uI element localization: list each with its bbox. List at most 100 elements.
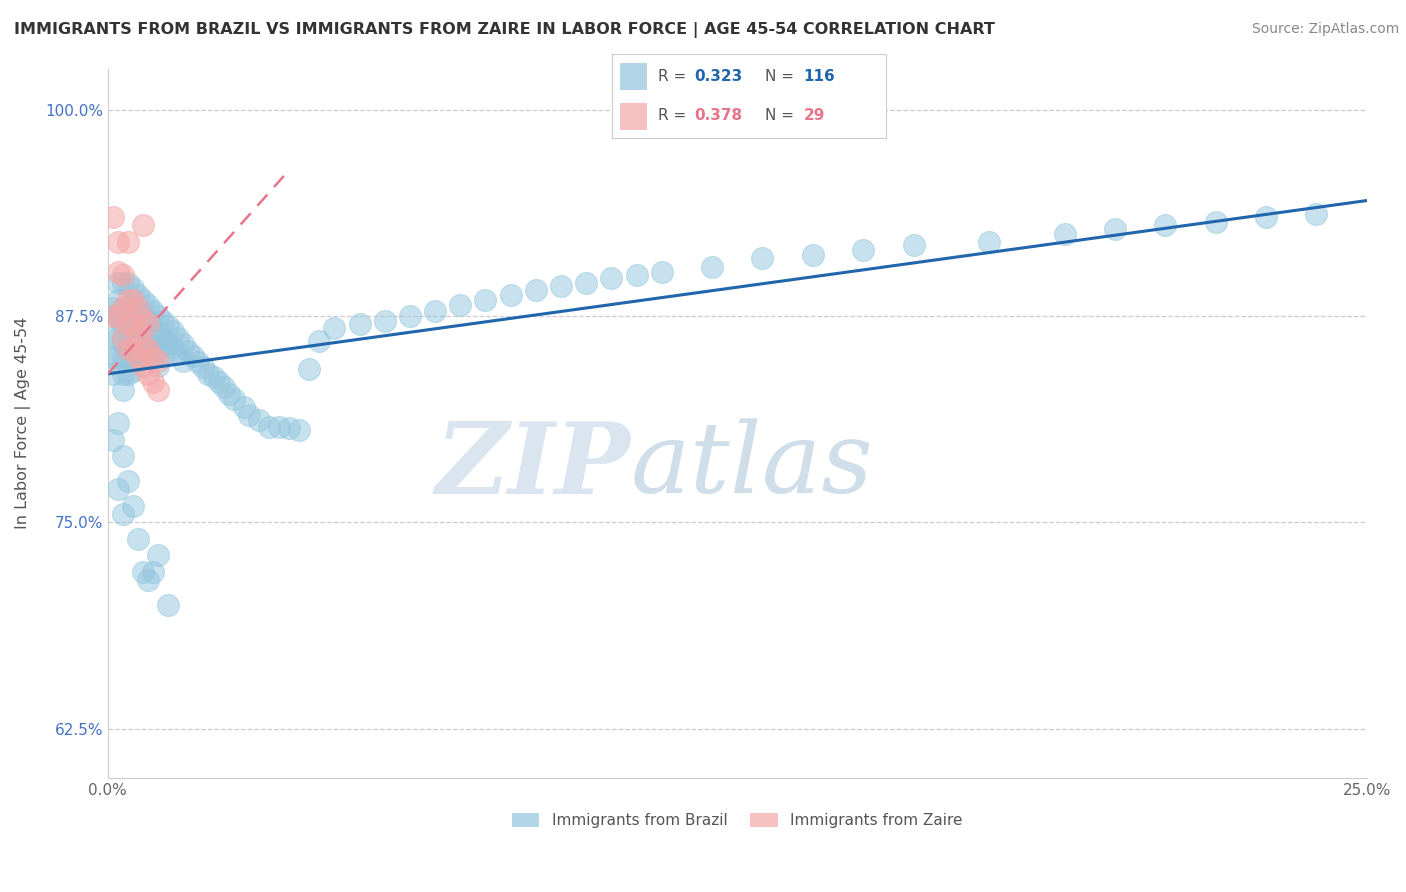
Point [111, 276, 134, 290]
Point [136, 314, 159, 328]
Point [142, 375, 165, 389]
Text: atlas: atlas [630, 418, 873, 514]
Point [117, 301, 139, 315]
Point [172, 353, 194, 368]
Point [172, 337, 194, 351]
Point [222, 392, 245, 406]
Point [117, 367, 139, 381]
Point [122, 293, 145, 307]
Point [117, 474, 139, 488]
Point [132, 293, 155, 307]
Point [157, 318, 180, 333]
Point [111, 301, 134, 315]
Point [152, 347, 174, 361]
Point [399, 309, 422, 323]
Point [107, 293, 129, 307]
Point [122, 281, 145, 295]
Point [122, 499, 145, 513]
Point [122, 342, 145, 356]
Point [127, 301, 149, 315]
Point [107, 351, 129, 365]
Point [247, 413, 270, 427]
Point [308, 334, 330, 348]
Point [1104, 221, 1126, 235]
Point [600, 271, 623, 285]
Point [127, 304, 149, 318]
Point [232, 400, 254, 414]
Point [852, 243, 875, 257]
Point [142, 565, 165, 579]
Point [122, 363, 145, 377]
Point [107, 235, 129, 249]
Point [146, 309, 169, 323]
Point [751, 252, 773, 266]
Text: IMMIGRANTS FROM BRAZIL VS IMMIGRANTS FROM ZAIRE IN LABOR FORCE | AGE 45-54 CORRE: IMMIGRANTS FROM BRAZIL VS IMMIGRANTS FRO… [14, 22, 995, 38]
Point [136, 367, 159, 381]
Point [136, 342, 159, 356]
Point [107, 483, 129, 497]
Point [111, 450, 134, 464]
Text: R =: R = [658, 69, 686, 84]
Point [801, 248, 824, 262]
Point [167, 347, 190, 361]
Point [136, 330, 159, 344]
Text: 29: 29 [804, 108, 825, 123]
Point [1053, 227, 1076, 241]
Point [111, 301, 134, 315]
Point [423, 304, 446, 318]
Point [117, 293, 139, 307]
Point [136, 573, 159, 587]
Point [575, 276, 598, 290]
Point [146, 549, 169, 563]
Point [107, 276, 129, 290]
Point [700, 260, 723, 274]
Point [117, 235, 139, 249]
Point [1305, 207, 1327, 221]
Point [107, 309, 129, 323]
Point [132, 312, 155, 326]
Point [117, 334, 139, 348]
Point [107, 264, 129, 278]
Point [142, 304, 165, 318]
Point [111, 330, 134, 344]
Point [107, 417, 129, 431]
Point [132, 359, 155, 373]
Point [132, 309, 155, 323]
Point [218, 386, 240, 401]
Point [117, 347, 139, 361]
Point [142, 337, 165, 351]
Point [101, 433, 124, 447]
Point [127, 353, 149, 368]
Point [651, 264, 673, 278]
Point [157, 337, 180, 351]
Point [117, 276, 139, 290]
Point [323, 320, 346, 334]
Point [101, 210, 124, 224]
Point [122, 297, 145, 311]
Point [127, 351, 149, 365]
Point [474, 293, 496, 307]
Point [193, 360, 215, 375]
Point [101, 351, 124, 365]
Text: R =: R = [658, 108, 686, 123]
Point [111, 351, 134, 365]
Point [101, 330, 124, 344]
Point [101, 301, 124, 315]
Point [238, 408, 260, 422]
Point [132, 337, 155, 351]
Point [107, 309, 129, 323]
Point [136, 297, 159, 311]
Point [550, 279, 572, 293]
Text: 116: 116 [804, 69, 835, 84]
Point [111, 334, 134, 348]
Text: 0.323: 0.323 [695, 69, 742, 84]
Point [111, 384, 134, 398]
Text: ZIP: ZIP [436, 417, 630, 514]
Point [177, 343, 200, 358]
Point [152, 330, 174, 344]
Point [152, 314, 174, 328]
Text: N =: N = [765, 69, 794, 84]
Point [524, 283, 547, 297]
Point [207, 375, 229, 389]
Point [136, 351, 159, 365]
